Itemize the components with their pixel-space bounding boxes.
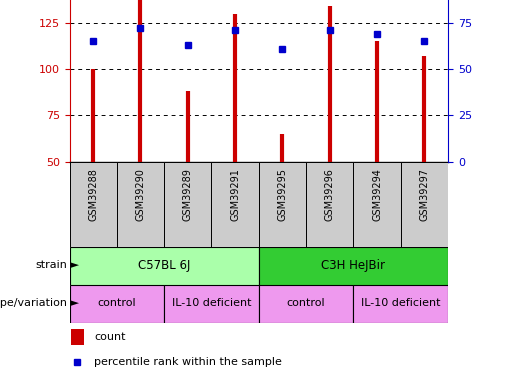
Text: genotype/variation: genotype/variation <box>0 298 67 309</box>
Text: GSM39297: GSM39297 <box>419 168 430 221</box>
Bar <box>401 162 448 246</box>
Text: C57BL 6J: C57BL 6J <box>138 259 191 272</box>
Text: C3H HeJBir: C3H HeJBir <box>321 259 385 272</box>
Text: control: control <box>97 298 136 309</box>
Bar <box>70 285 164 322</box>
Bar <box>72 329 83 345</box>
Text: GSM39289: GSM39289 <box>183 168 193 221</box>
Text: strain: strain <box>35 261 67 270</box>
Text: percentile rank within the sample: percentile rank within the sample <box>94 357 282 367</box>
Bar <box>259 162 306 246</box>
Text: GSM39288: GSM39288 <box>88 168 98 221</box>
Bar <box>353 285 448 322</box>
Text: IL-10 deficient: IL-10 deficient <box>171 298 251 309</box>
Bar <box>70 246 259 285</box>
Text: count: count <box>94 332 126 342</box>
Text: GSM39296: GSM39296 <box>325 168 335 221</box>
Text: IL-10 deficient: IL-10 deficient <box>361 298 440 309</box>
Text: GSM39295: GSM39295 <box>278 168 287 221</box>
Bar <box>70 162 117 246</box>
Bar <box>164 162 212 246</box>
Bar <box>117 162 164 246</box>
Bar <box>259 246 448 285</box>
Bar <box>164 285 259 322</box>
Text: GSM39294: GSM39294 <box>372 168 382 221</box>
Text: GSM39291: GSM39291 <box>230 168 240 221</box>
Bar <box>212 162 259 246</box>
Text: control: control <box>287 298 325 309</box>
Bar <box>259 285 353 322</box>
Bar <box>306 162 353 246</box>
Text: GSM39290: GSM39290 <box>135 168 146 221</box>
Bar <box>353 162 401 246</box>
Text: ►: ► <box>67 298 79 309</box>
Text: ►: ► <box>67 261 79 270</box>
